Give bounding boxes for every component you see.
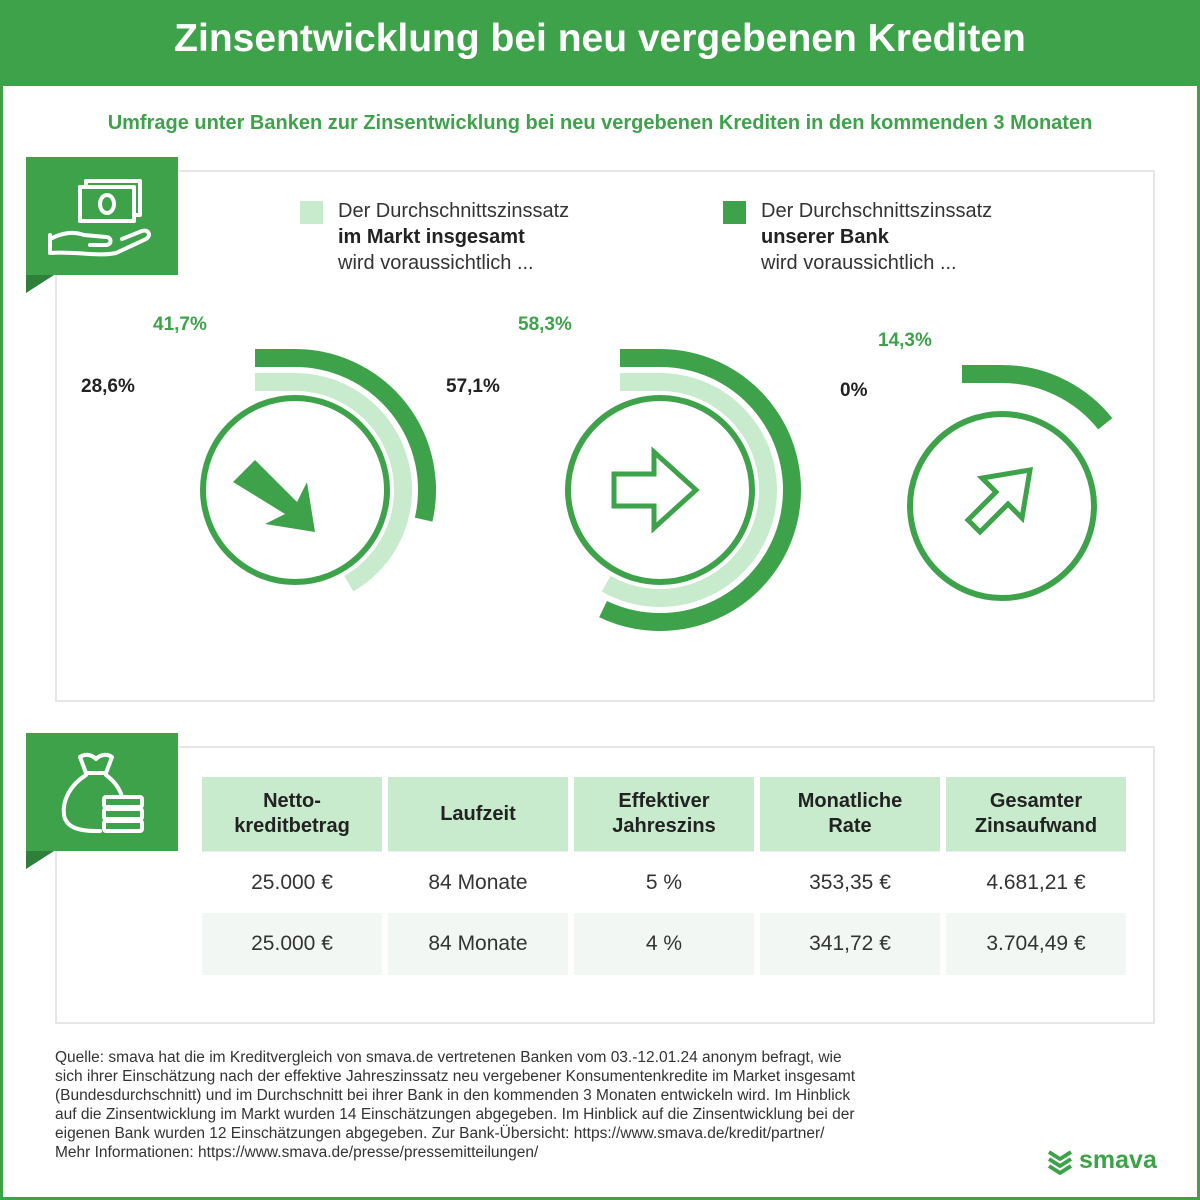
bar-bank	[599, 349, 801, 631]
table-row: 25.000 € 84 Monate 4 % 341,72 € 3.704,49…	[202, 913, 1126, 975]
label-bank: 28,6%	[81, 376, 135, 397]
money-bag-tab	[26, 733, 178, 869]
table-cell: 341,72 €	[760, 913, 940, 975]
arrow-up-right-icon	[964, 466, 1034, 536]
smava-chevrons-icon	[1047, 1150, 1073, 1175]
bar-bank	[962, 365, 1113, 430]
money-hand-icon	[48, 179, 151, 257]
page-title: Zinsentwicklung bei neu vergebenen Kredi…	[0, 0, 1200, 86]
legend-bank-line3: wird voraussichtlich ...	[761, 252, 957, 274]
label-bank: 0%	[840, 380, 868, 401]
bar-market	[601, 373, 777, 607]
table-cell: 3.704,49 €	[946, 913, 1126, 975]
category-circle	[907, 411, 1097, 601]
header-rate: Monatliche Rate	[760, 777, 940, 851]
legend-market-line1: Der Durchschnittszinssatz	[338, 200, 570, 222]
header-netto: Netto-kreditbetrag	[202, 777, 382, 851]
money-bag-icon	[61, 752, 144, 833]
legend-bank-swatch	[723, 201, 746, 224]
bar-market	[255, 373, 412, 592]
source-note: Quelle: smava hat die im Kreditvergleich…	[55, 1049, 856, 1161]
header-jahreszins: Effektiver Jahreszins	[574, 777, 754, 851]
table-cell: 4.681,21 €	[946, 851, 1126, 913]
label-market: 58,3%	[518, 314, 572, 335]
table-header-row: Netto-kreditbetrag Laufzeit Effektiver Ja…	[202, 777, 1126, 851]
table-cell: 25.000 €	[202, 851, 382, 913]
legend-bank-line2: unserer Bank	[761, 226, 889, 248]
legend-market-line3: wird voraussichtlich ...	[338, 252, 534, 274]
legend-market-line2: im Markt insgesamt	[338, 226, 525, 248]
header-laufzeit: Laufzeit	[388, 777, 568, 851]
table-cell: 5 %	[574, 851, 754, 913]
table-cell: 353,35 €	[760, 851, 940, 913]
arrow-down-right-icon	[233, 460, 315, 532]
table-cell: 84 Monate	[388, 913, 568, 975]
table-cell: 84 Monate	[388, 851, 568, 913]
category-circle	[200, 395, 390, 585]
category-circle	[565, 395, 755, 585]
rates-table: Netto-kreditbetrag Laufzeit Effektiver Ja…	[196, 777, 1132, 975]
arrow-right-icon	[611, 446, 700, 534]
header-zinsaufwand: Gesamter Zinsaufwand	[946, 777, 1126, 851]
legend-market: Der Durchschnittszinssatz im Markt insge…	[300, 198, 660, 278]
legend-bank-line1: Der Durchschnittszinssatz	[761, 200, 993, 222]
legend-market-swatch	[300, 201, 323, 224]
table-cell: 25.000 €	[202, 913, 382, 975]
page-subtitle: Umfrage unter Banken zur Zinsentwicklung…	[107, 112, 1093, 134]
legend-bank: Der Durchschnittszinssatz unserer Bank w…	[723, 198, 1083, 278]
label-market: 14,3%	[878, 330, 932, 351]
table-cell: 4 %	[574, 913, 754, 975]
label-bank: 57,1%	[446, 376, 500, 397]
table-row: 25.000 € 84 Monate 5 % 353,35 € 4.681,21…	[202, 851, 1126, 913]
smava-logo-text: smava	[1079, 1146, 1157, 1174]
bar-bank	[255, 349, 436, 522]
money-hand-tab	[26, 157, 178, 293]
radial-charts: 41,7% 28,6% 58,3% 57,1% 14,3% 0%	[81, 314, 1113, 631]
smava-logo: smava	[1045, 1146, 1165, 1178]
label-market: 41,7%	[153, 314, 207, 335]
